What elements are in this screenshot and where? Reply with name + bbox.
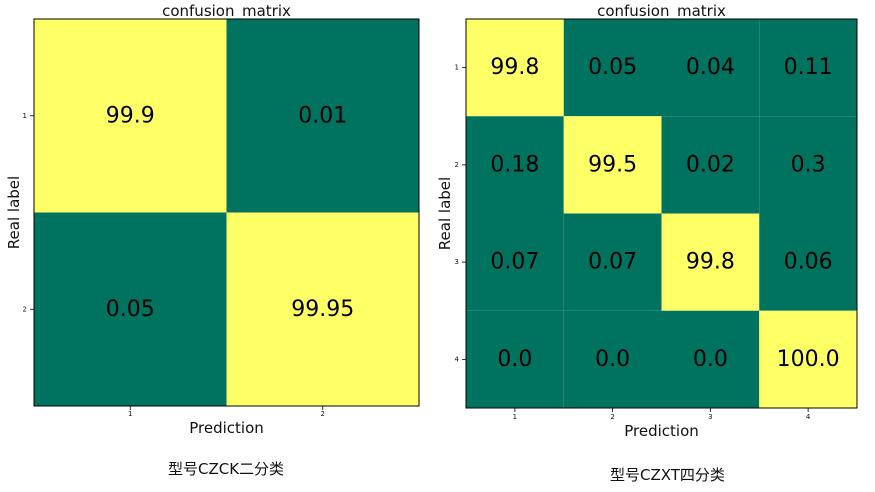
cell-value-label-r1-c3: 0.04 (686, 55, 735, 80)
heatmap-cell-r3-c4 (759, 213, 857, 311)
cell-value-label-r2-c4: 0.3 (791, 152, 826, 177)
cell-value-label-r1-c1: 99.9 (106, 103, 155, 128)
heatmap-cell-r3-c2 (563, 213, 662, 311)
y-tick-label: 1 (23, 112, 27, 120)
cell-value-label-r1-c2: 0.05 (588, 55, 637, 80)
heatmap-cell-r2-c3 (661, 116, 760, 214)
chart-title: confusion_matrix (162, 2, 291, 21)
cell-value-label-r1-c4: 0.11 (784, 55, 833, 80)
heatmap-cell-r1-c2 (563, 19, 662, 117)
confusion-matrix-panel-2: confusion_matrix 99.8 0.05 0.04 0.11 0.18 99.5… (437, 0, 875, 492)
cell-value-label-r2-c1: 0.18 (490, 152, 539, 177)
x-tick-label: 1 (128, 410, 132, 418)
heatmap-cell-r4-c1 (466, 310, 564, 408)
heatmap-cell-r1-c4 (759, 19, 857, 117)
heatmap-cell-r2-c1 (466, 116, 564, 214)
chart-caption-1: 型号CZCK二分类 (168, 460, 285, 478)
cell-value-label-r2-c1: 0.05 (106, 297, 155, 322)
heatmap-cell-r2-c4 (759, 116, 857, 214)
x-tick-label: 4 (806, 413, 811, 421)
heatmap-cell-r4-c2 (563, 310, 662, 408)
heatmap-cell-r3-c1 (466, 213, 564, 311)
y-tick-label: 2 (455, 161, 459, 169)
y-tick-label: 1 (455, 64, 459, 72)
cell-value-label-r2-c2: 99.5 (588, 152, 637, 177)
x-tick-label: 1 (513, 413, 517, 421)
heatmap-cell-r4-c4 (759, 310, 857, 408)
plot-frame (465, 18, 858, 409)
cell-value-label-r2-c3: 0.02 (686, 152, 735, 177)
x-tick-label: 2 (321, 410, 325, 418)
y-axis-label: Real label (437, 177, 454, 250)
cell-value-label-r3-c3: 99.8 (686, 250, 735, 275)
y-tick-label: 4 (455, 355, 460, 363)
cell-value-label-r1-c2: 0.01 (298, 103, 347, 128)
heatmap-cell-r3-c3 (661, 213, 760, 311)
y-tick-label: 2 (23, 305, 27, 313)
cell-value-label-r1-c1: 99.8 (490, 55, 539, 80)
heatmap-cell-r1-c2 (226, 19, 419, 213)
cell-value-label-r3-c4: 0.06 (784, 250, 833, 275)
x-axis-label: Prediction (189, 419, 264, 437)
cell-value-label-r4-c3: 0.0 (693, 347, 728, 372)
y-tick-label: 3 (455, 258, 459, 266)
heatmap-cell-r4-c3 (661, 310, 760, 408)
x-tick-label: 2 (610, 413, 614, 421)
heatmap-cell-r1-c3 (661, 19, 760, 117)
heatmap-cell-r1-c1 (466, 19, 564, 117)
x-axis-label: Prediction (624, 422, 699, 440)
cell-value-label-r4-c2: 0.0 (595, 347, 630, 372)
confusion-matrix-chart-1: confusion_matrix 99.9 0.01 0.05 99.95 1 2 1 2 Pre… (5, 2, 420, 437)
chart-title: confusion_matrix (597, 2, 726, 21)
heatmap-cell-r2-c1 (34, 212, 227, 406)
cell-value-label-r4-c1: 0.0 (497, 347, 532, 372)
plot-frame (33, 18, 420, 407)
cell-value-label-r2-c2: 99.95 (291, 297, 354, 322)
cell-value-label-r3-c1: 0.07 (490, 250, 539, 275)
heatmap-cell-r2-c2 (226, 212, 419, 406)
cell-value-label-r3-c2: 0.07 (588, 250, 637, 275)
confusion-matrix-panel-1: confusion_matrix 99.9 0.01 0.05 99.95 1 2 1 2 Pre… (0, 0, 437, 492)
x-tick-label: 3 (708, 413, 712, 421)
chart-caption-2: 型号CZXT四分类 (610, 466, 725, 484)
y-axis-label: Real label (5, 176, 23, 249)
cell-value-label-r4-c4: 100.0 (777, 347, 840, 372)
heatmap-cell-r1-c1 (34, 19, 227, 213)
heatmap-cell-r2-c2 (563, 116, 662, 214)
